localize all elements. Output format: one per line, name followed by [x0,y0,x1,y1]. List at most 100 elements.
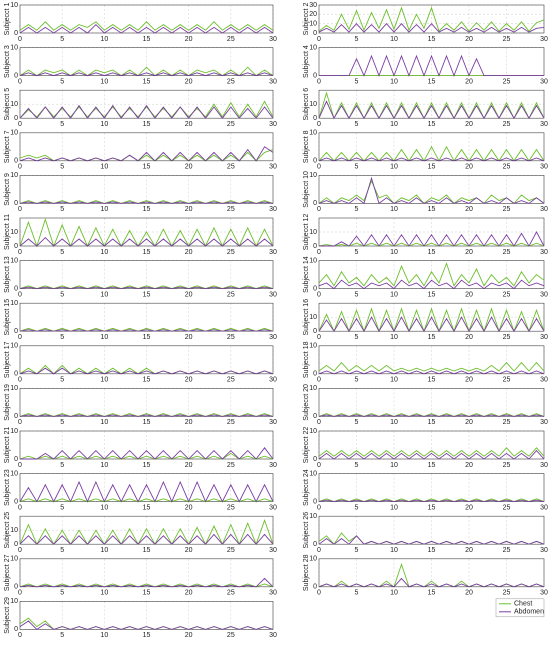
x-tick-label: 25 [503,462,511,469]
x-tick-label: 10 [390,78,398,85]
x-tick-label: 15 [428,164,436,171]
x-tick-label: 0 [18,249,22,256]
series-line [19,452,274,460]
y-tick-label: 0 [14,158,18,165]
x-tick-label: 0 [18,590,22,597]
series-line [318,6,545,32]
series-line [19,236,274,247]
x-tick-label: 30 [540,377,548,384]
x-tick-label: 15 [143,36,151,43]
y-axis-label: Subjecct 11 [4,214,11,250]
x-tick-label: 0 [317,291,321,298]
axes-frame [19,345,274,375]
series-line [318,370,545,375]
x-tick-label: 0 [317,377,321,384]
x-tick-label: 15 [428,206,436,213]
x-tick-label: 10 [100,377,108,384]
y-tick-label: 0 [313,328,317,335]
axes-frame [318,515,545,545]
x-tick-label: 25 [227,121,235,128]
x-tick-label: 0 [18,462,22,469]
x-tick-label: 20 [185,164,193,171]
x-tick-label: 15 [143,206,151,213]
y-tick-label: 0 [14,115,18,122]
x-tick-label: 30 [540,249,548,256]
y-axis-label: Subjecct 3 [4,45,11,78]
series-line [318,307,545,333]
y-tick-label: 0 [313,115,317,122]
x-tick-label: 20 [465,249,473,256]
y-tick-label: 0 [14,413,18,420]
x-tick-label: 30 [269,164,277,171]
x-tick-label: 20 [185,36,193,43]
x-tick-label: 15 [143,334,151,341]
x-tick-label: 30 [269,504,277,511]
y-tick-label: 10 [10,556,18,563]
y-axis-label: Subjecct 5 [4,88,11,121]
x-tick-label: 5 [60,249,64,256]
y-tick-label: 0 [14,498,18,505]
x-tick-label: 0 [317,121,321,128]
series-line [319,54,544,77]
series-line [19,104,274,119]
x-tick-label: 5 [355,419,359,426]
x-tick-label: 20 [465,462,473,469]
x-tick-label: 15 [428,547,436,554]
x-tick-label: 20 [465,164,473,171]
y-tick-label: 10 [10,598,18,605]
axes-frame [19,302,274,332]
y-tick-label: 0 [313,243,317,250]
x-tick-label: 15 [143,291,151,298]
x-tick-label: 5 [60,334,64,341]
y-axis-label: Subjecct 4 [303,45,310,78]
series-line [19,329,274,332]
x-tick-label: 15 [428,504,436,511]
x-tick-label: 5 [60,78,64,85]
axes-frame [19,388,274,417]
axes-frame [19,89,274,119]
x-tick-label: 30 [269,632,277,639]
x-tick-label: 25 [227,632,235,639]
y-tick-label: 0 [14,30,18,37]
x-tick-label: 0 [317,206,321,213]
x-tick-label: 15 [428,291,436,298]
y-axis-label: Subjecct 17 [4,341,11,378]
series-line [318,316,545,333]
y-tick-label: 10 [309,556,317,563]
x-tick-label: 20 [185,504,193,511]
y-axis-label: Subjecct 7 [4,130,11,163]
y-tick-label: 10 [10,130,18,137]
y-tick-label: 10 [10,44,18,51]
series-line [19,100,274,119]
y-axis-label: Subjecct 26 [303,512,310,549]
axes-frame [19,515,274,545]
x-tick-label: 10 [100,504,108,511]
y-axis-label: Subjecct 8 [303,130,310,163]
x-tick-label: 10 [100,632,108,639]
x-tick-label: 0 [18,632,22,639]
x-tick-label: 0 [317,334,321,341]
y-tick-label: 0 [313,584,317,591]
y-axis-label: Subjecct 16 [303,299,310,336]
x-tick-label: 15 [143,249,151,256]
x-tick-label: 25 [227,377,235,384]
x-tick-label: 25 [503,419,511,426]
axes-frame [318,175,545,204]
x-tick-label: 10 [390,164,398,171]
x-tick-label: 30 [269,249,277,256]
x-tick-label: 0 [18,504,22,511]
y-tick-label: 0 [14,72,18,79]
x-tick-label: 15 [143,164,151,171]
y-tick-label: 0 [313,541,317,548]
x-tick-label: 10 [100,291,108,298]
series-line [318,449,545,460]
axes-frame [19,4,274,34]
